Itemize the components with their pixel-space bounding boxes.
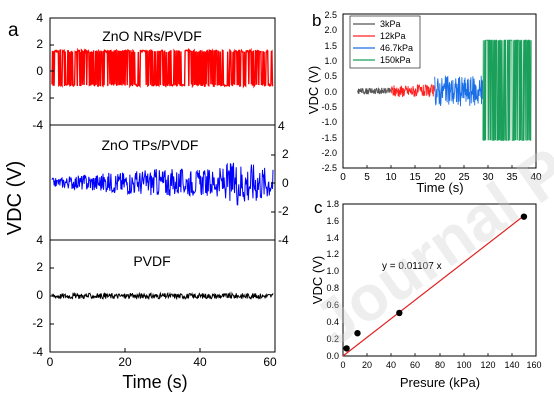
panel-b-ytick: -2.5: [321, 163, 337, 173]
data-point: [354, 330, 361, 337]
panel-a-top-ytick: 4: [36, 11, 43, 25]
panel-b-ytick: 0.5: [324, 71, 337, 81]
panel-b-ytick: -2.0: [321, 148, 337, 158]
panel-c-fit-label: y = 0.01107 x: [382, 261, 442, 272]
panel-a-mid-ytick: -4: [278, 233, 289, 247]
panel-b-xtick: 5: [364, 172, 370, 183]
panel-a-mid-ytick: 2: [282, 147, 289, 161]
panel-c-ytick: 1.6: [326, 216, 339, 226]
panel-b-ytick: 1.5: [324, 41, 337, 51]
panel-c-xtick: 160: [526, 360, 541, 370]
panel-b-legend-item: 150kPa: [380, 55, 411, 65]
panel-b-frame: [342, 13, 537, 169]
panel-b-xtick: 35: [506, 172, 518, 183]
panel-a-mid-ytick: 0: [282, 176, 289, 190]
panel-a-top-ytick: -4: [32, 118, 43, 132]
panel-b: b VDC (V) Time (s) 3kPa 12kPa 46.7kPa 15…: [306, 10, 542, 195]
panel-c-xtick: 140: [504, 360, 519, 370]
panel-c-ytick: 1.0: [326, 266, 339, 276]
trace-line: [51, 291, 274, 301]
panel-a-xtick: 60: [263, 355, 277, 369]
panel-a-bot-ytick: 0: [36, 288, 43, 302]
panel-c-xtick: 0: [340, 360, 345, 370]
panel-a-mid-ytick: 4: [278, 119, 285, 133]
data-point: [396, 309, 403, 317]
panel-b-xtick: 25: [458, 172, 470, 183]
panel-a-xtick: 40: [193, 355, 207, 369]
panel-b-xtick: 0: [340, 172, 346, 183]
panel-a-xtick: 0: [47, 355, 54, 369]
panel-b-ytick: 0.0: [324, 87, 337, 97]
panel-b-xtick: 10: [385, 172, 397, 183]
series-line: [482, 39, 532, 141]
panel-c-xtick: 40: [386, 360, 396, 370]
panel-a: a VDC (V) Time (s) ZnO NRs/PVDF ZnO TPs/…: [4, 11, 289, 392]
panel-c-xtick: 80: [435, 360, 445, 370]
panel-b-ytick: 1.0: [324, 56, 337, 66]
data-point: [520, 213, 528, 220]
panel-a-letter: a: [8, 20, 19, 41]
panel-c-ytick: 0.2: [326, 334, 339, 344]
panel-a-bot-ytick: -4: [32, 345, 43, 359]
panel-c-xtick: 100: [456, 360, 471, 370]
series-line: [390, 83, 436, 98]
panel-c-ytick: 1.4: [326, 233, 339, 243]
panel-c-xtick: 20: [362, 360, 372, 370]
panel-a-top-ytick: -2: [32, 90, 43, 104]
panel-a-bot-ytick: 4: [36, 233, 43, 247]
panel-c-xlabel: Presure (kPa): [400, 375, 480, 390]
panel-a-top-ytick: 2: [36, 37, 43, 51]
panel-b-legend-item: 3kPa: [380, 19, 401, 29]
panel-c-letter: c: [314, 198, 323, 217]
panel-c-ytick: 1.8: [326, 199, 339, 209]
panel-b-ytick: 2.0: [324, 25, 337, 35]
panel-b-ytick: -1.0: [321, 117, 337, 127]
panel-b-letter: b: [312, 11, 321, 30]
panel-a-xtick: 20: [118, 355, 132, 369]
panel-b-ytick: -0.5: [321, 102, 337, 112]
panel-c-ytick: 0.4: [326, 317, 339, 327]
panel-a-top-trace: [51, 47, 274, 89]
panel-b-legend-item: 12kPa: [380, 31, 406, 41]
panel-a-mid-title: ZnO TPs/PVDF: [102, 137, 199, 153]
panel-b-traces: [357, 39, 532, 141]
panel-a-bot-ytick: 2: [36, 260, 43, 274]
panel-c-ytick: 0.8: [326, 283, 339, 293]
panel-a-bot-trace: [51, 291, 274, 301]
panel-a-top-title: ZnO NRs/PVDF: [102, 28, 202, 44]
panel-a-top-ytick: 0: [36, 64, 43, 78]
panel-a-bot-title: PVDF: [133, 253, 170, 269]
panel-b-xtick: 40: [530, 172, 542, 183]
panel-a-mid-trace: [51, 162, 274, 206]
panel-b-xtick: 20: [434, 172, 446, 183]
panel-c-ylabel: VDC (V): [310, 256, 325, 304]
panel-a-xlabel: Time (s): [122, 372, 187, 392]
series-line: [434, 75, 484, 107]
series-line: [357, 86, 392, 96]
data-point: [343, 345, 350, 352]
trace-line: [51, 47, 274, 89]
trace-line: [51, 162, 274, 206]
panel-a-ylabel: VDC (V): [4, 161, 26, 235]
fit-line: [342, 215, 525, 357]
panel-c-plot: [342, 213, 528, 357]
panel-c-ytick: 0.0: [326, 351, 339, 361]
panel-c-ytick: 1.2: [326, 249, 339, 259]
panel-c-xtick: 120: [480, 360, 495, 370]
panel-b-ylabel: VDC (V): [306, 66, 321, 114]
panel-c-ytick: 0.6: [326, 300, 339, 310]
panel-b-xtick: 30: [482, 172, 494, 183]
panel-c: c VDC (V) Presure (kPa) y = 0.01107 x 0.…: [310, 198, 542, 390]
panel-c-xtick: 60: [410, 360, 420, 370]
panel-c-frame: [342, 203, 537, 357]
panel-b-xlabel: Time (s): [416, 180, 463, 195]
panel-b-legend-item: 46.7kPa: [380, 43, 413, 53]
panel-b-ytick: -1.5: [321, 133, 337, 143]
panel-b-legend: 3kPa 12kPa 46.7kPa 150kPa: [349, 15, 421, 69]
panel-a-mid-ytick: -2: [278, 204, 289, 218]
panel-b-xtick: 15: [409, 172, 421, 183]
panel-b-ytick: 2.5: [324, 10, 337, 20]
panel-a-bot-ytick: -2: [32, 316, 43, 330]
